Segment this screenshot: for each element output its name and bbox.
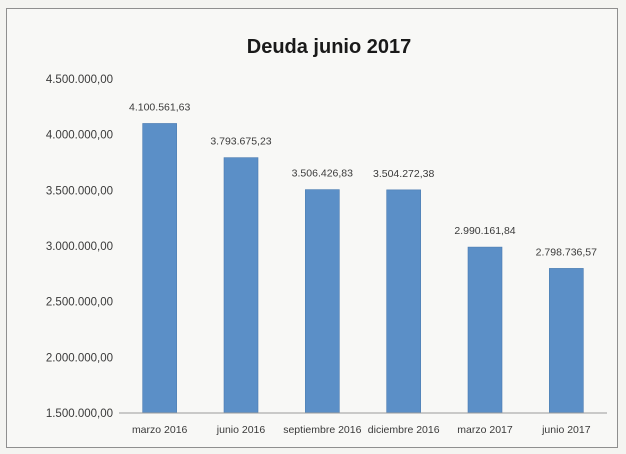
bar [467, 246, 503, 414]
data-label: 3.793.675,23 [210, 136, 271, 148]
y-tick-label: 3.500.000,00 [46, 185, 113, 197]
x-tick-label: septiembre 2016 [283, 424, 361, 436]
data-label: 3.506.426,83 [292, 168, 353, 180]
bar [223, 157, 259, 414]
bar [386, 189, 421, 414]
data-label: 2.990.161,84 [454, 225, 515, 237]
data-label: 2.798.736,57 [536, 246, 597, 258]
y-tick-label: 4.000.000,00 [46, 130, 113, 142]
data-label: 3.504.272,38 [373, 168, 434, 180]
chart-title: Deuda junio 2017 [247, 36, 412, 58]
x-tick-label: marzo 2017 [457, 424, 513, 436]
chart-area: Deuda junio 2017 1.500.000,00 2.000.000,0… [6, 8, 618, 448]
bar-chart: Deuda junio 2017 1.500.000,00 2.000.000,0… [46, 36, 607, 436]
bar [142, 123, 177, 414]
bar [305, 189, 340, 414]
data-label: 4.100.561,63 [129, 101, 190, 113]
x-tick-label: junio 2016 [216, 424, 266, 436]
x-tick-label: marzo 2016 [132, 424, 188, 436]
y-tick-label: 2.500.000,00 [46, 297, 113, 309]
y-tick-label: 3.000.000,00 [46, 241, 113, 253]
x-tick-label: junio 2017 [541, 424, 591, 436]
y-tick-label: 1.500.000,00 [46, 408, 113, 420]
y-tick-label: 2.000.000,00 [46, 352, 113, 364]
y-tick-label: 4.500.000,00 [46, 74, 113, 86]
bar [549, 268, 584, 414]
x-tick-label: diciembre 2016 [368, 424, 440, 436]
